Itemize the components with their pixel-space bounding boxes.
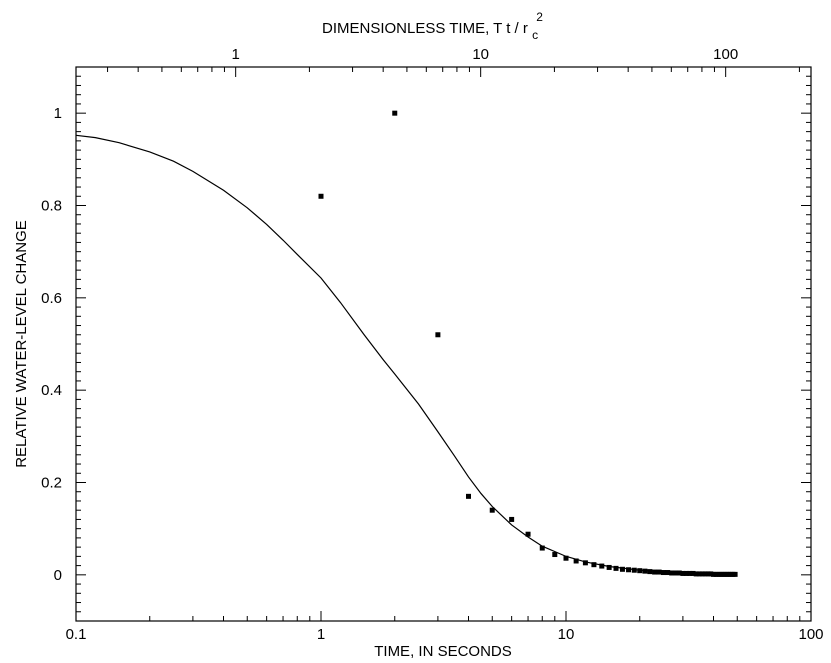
data-point: [696, 571, 702, 577]
type-curve-line: [75, 134, 738, 575]
data-point: [509, 516, 515, 522]
data-point: [392, 110, 398, 116]
x2-tick-label: 1: [231, 46, 239, 63]
data-point: [318, 193, 324, 199]
data-point: [690, 570, 696, 576]
data-point: [732, 571, 738, 577]
x2-axis-title-sup: 2: [536, 10, 543, 24]
y-tick-label: 0.4: [41, 382, 62, 399]
data-point: [613, 565, 619, 571]
data-point: [693, 571, 699, 577]
data-point: [680, 570, 686, 576]
data-point: [525, 531, 531, 537]
tick-labels: 0.1 1 10 100 0 0.2 0.4 0.6 0.8 1 1 10 100: [41, 46, 823, 643]
x2-tick-label: 100: [713, 46, 738, 63]
data-point: [539, 545, 545, 551]
data-point: [716, 571, 722, 577]
x2-axis-title-text: DIMENSIONLESS TIME, T t / r: [322, 20, 528, 37]
x-axis-title: TIME, IN SECONDS: [374, 643, 512, 660]
data-point: [647, 569, 653, 575]
data-point: [687, 570, 693, 576]
data-point: [552, 552, 558, 558]
data-point: [582, 560, 588, 566]
data-point: [699, 571, 705, 577]
y-tick-label: 0: [54, 567, 62, 584]
data-point: [591, 562, 597, 568]
y-tick-label: 0.2: [41, 475, 62, 492]
data-point: [626, 567, 632, 573]
data-point: [631, 567, 637, 573]
y-tick-label: 0.6: [41, 290, 62, 307]
data-point: [711, 571, 717, 577]
data-point: [637, 568, 643, 574]
data-point: [702, 571, 708, 577]
data-points: [318, 110, 738, 577]
y-axis-title: RELATIVE WATER-LEVEL CHANGE: [13, 220, 30, 468]
x-tick-label: 1: [317, 626, 325, 643]
data-point: [606, 564, 612, 570]
x2-axis-title: DIMENSIONLESS TIME, T t / r c 2: [322, 10, 543, 43]
data-point: [705, 571, 711, 577]
data-point: [708, 571, 714, 577]
ticks: [75, 66, 812, 622]
data-point: [573, 558, 579, 564]
data-point: [642, 568, 648, 574]
data-point: [435, 332, 441, 338]
y-tick-label: 1: [54, 105, 62, 122]
data-point: [466, 493, 472, 499]
data-point: [563, 555, 569, 561]
data-point: [656, 569, 662, 575]
data-point: [619, 566, 625, 572]
y-tick-label: 0.8: [41, 198, 62, 215]
data-point: [660, 570, 666, 576]
data-point: [713, 571, 719, 577]
data-point: [599, 563, 605, 569]
x-tick-label: 100: [798, 626, 823, 643]
data-point: [669, 570, 675, 576]
data-point: [676, 570, 682, 576]
x2-axis-title-sub: c: [532, 28, 538, 42]
data-point: [489, 507, 495, 513]
x-tick-label: 0.1: [66, 626, 87, 643]
data-point: [683, 570, 689, 576]
data-point: [665, 570, 671, 576]
data-point: [652, 569, 658, 575]
plot-frame: [75, 66, 812, 622]
x2-tick-label: 10: [472, 46, 489, 63]
x-tick-label: 10: [558, 626, 575, 643]
data-point: [673, 570, 679, 576]
